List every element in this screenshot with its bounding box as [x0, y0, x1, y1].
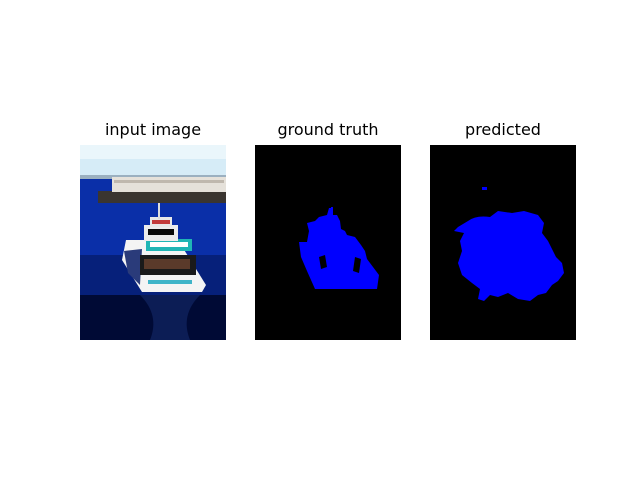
panel-title-input-image: input image: [104, 120, 202, 139]
boat: [122, 203, 206, 292]
pier-deck: [98, 191, 226, 203]
predicted-speck: [482, 187, 487, 190]
boat-sign-lettering: [150, 242, 188, 247]
panel-title-ground-truth: ground truth: [277, 120, 379, 139]
boat-stern-lettering: [148, 280, 192, 284]
panel-title-predicted: predicted: [465, 120, 541, 139]
mask-hole-2: [353, 257, 361, 273]
boat-mask-bow: [301, 243, 317, 269]
boat-wake: [140, 295, 200, 340]
sky-haze: [80, 145, 226, 159]
input-image: [80, 145, 226, 340]
predicted-boat-mask: [454, 211, 564, 301]
pier-building: [112, 177, 226, 192]
mask-hole: [319, 255, 327, 269]
ground-truth-mask: [255, 145, 401, 340]
predicted-mask: [430, 145, 576, 340]
mast-mask: [331, 207, 333, 215]
pier-building-roofline: [114, 180, 224, 183]
